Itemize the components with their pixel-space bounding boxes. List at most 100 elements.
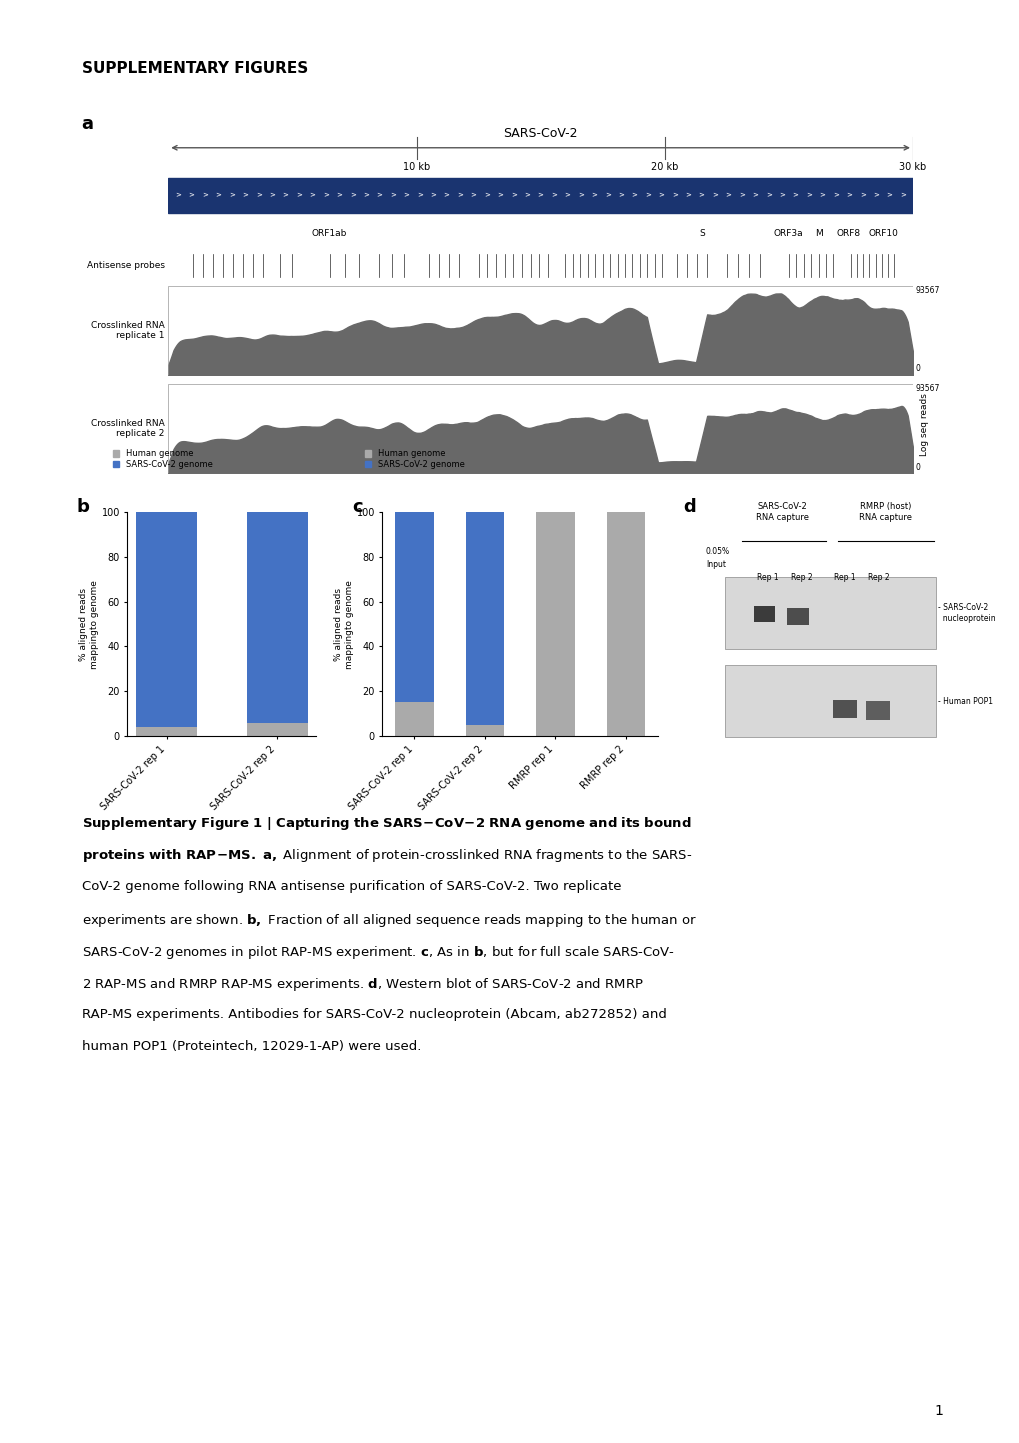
Bar	[465, 512, 503, 724]
Text: >: >	[443, 192, 449, 199]
Text: >: >	[350, 192, 356, 199]
Text: >: >	[430, 192, 436, 199]
Text: >: >	[805, 192, 811, 199]
Text: SARS-CoV-2: SARS-CoV-2	[502, 127, 578, 140]
Text: >: >	[215, 192, 221, 199]
Text: - SARS-CoV-2
  nucleoprotein: - SARS-CoV-2 nucleoprotein	[937, 603, 995, 622]
Text: >: >	[296, 192, 302, 199]
Legend: Human genome, SARS-CoV-2 genome: Human genome, SARS-CoV-2 genome	[113, 449, 213, 469]
Text: >: >	[376, 192, 382, 199]
Bar	[394, 512, 433, 703]
Text: d: d	[683, 498, 696, 515]
Bar	[536, 512, 575, 736]
Text: >: >	[591, 192, 597, 199]
Text: >: >	[363, 192, 369, 199]
Text: ORF1ab: ORF1ab	[312, 229, 347, 238]
Text: >: >	[457, 192, 463, 199]
Bar	[247, 723, 308, 736]
Bar	[136, 512, 197, 727]
Text: Rep 1: Rep 1	[834, 573, 855, 582]
Bar	[833, 700, 856, 719]
Text: >: >	[417, 192, 422, 199]
Text: >: >	[256, 192, 262, 199]
Text: >: >	[470, 192, 476, 199]
Text: >: >	[818, 192, 824, 199]
Text: $\mathbf{proteins\ with\ RAP\!-\!MS.}$ $\mathbf{a,}$ Alignment of protein-crossl: $\mathbf{proteins\ with\ RAP\!-\!MS.}$ $…	[82, 847, 692, 864]
Text: >: >	[631, 192, 637, 199]
Text: CoV-2 genome following RNA antisense purification of SARS-CoV-2. Two replicate: CoV-2 genome following RNA antisense pur…	[82, 880, 621, 893]
Text: >: >	[752, 192, 757, 199]
Text: >: >	[243, 192, 248, 199]
Text: 0: 0	[914, 463, 919, 472]
Text: c: c	[352, 498, 362, 515]
Text: Log seq reads: Log seq reads	[919, 392, 927, 456]
Text: SARS-CoV-2
RNA capture: SARS-CoV-2 RNA capture	[755, 502, 808, 521]
Text: 0: 0	[914, 365, 919, 374]
Text: >: >	[189, 192, 195, 199]
Text: human POP1 (Proteintech, 12029-1-AP) were used.: human POP1 (Proteintech, 12029-1-AP) wer…	[82, 1040, 421, 1053]
Text: >: >	[698, 192, 704, 199]
Bar	[865, 701, 890, 720]
Legend: Human genome, SARS-CoV-2 genome: Human genome, SARS-CoV-2 genome	[364, 449, 465, 469]
Text: >: >	[228, 192, 234, 199]
Text: Crosslinked RNA
replicate 1: Crosslinked RNA replicate 1	[91, 320, 164, 341]
Text: Rep 1: Rep 1	[756, 573, 779, 582]
Bar	[168, 286, 912, 375]
Text: >: >	[833, 192, 838, 199]
Text: >: >	[323, 192, 328, 199]
Bar	[394, 703, 433, 736]
Text: 93567: 93567	[914, 286, 938, 294]
Text: >: >	[644, 192, 650, 199]
Text: 93567: 93567	[914, 384, 938, 392]
Text: 2 RAP-MS and RMRP RAP-MS experiments. $\mathbf{d}$, Western blot of SARS-CoV-2 a: 2 RAP-MS and RMRP RAP-MS experiments. $\…	[82, 975, 643, 993]
Text: $\mathbf{Supplementary\ Figure\ 1\ |\ Capturing\ the\ SARS\!-\!CoV\!-\!2\ RNA\ g: $\mathbf{Supplementary\ Figure\ 1\ |\ Ca…	[82, 815, 691, 833]
Text: >: >	[658, 192, 663, 199]
Bar	[136, 727, 197, 736]
Text: >: >	[618, 192, 624, 199]
Bar	[725, 665, 935, 737]
Text: >: >	[497, 192, 502, 199]
Text: >: >	[725, 192, 731, 199]
Text: >: >	[859, 192, 865, 199]
Text: SARS-CoV-2 genomes in pilot RAP-MS experiment. $\mathbf{c}$, As in $\mathbf{b}$,: SARS-CoV-2 genomes in pilot RAP-MS exper…	[82, 944, 674, 961]
Text: >: >	[269, 192, 275, 199]
Text: 30 kb: 30 kb	[899, 162, 925, 172]
Text: >: >	[685, 192, 691, 199]
Text: RMRP (host)
RNA capture: RMRP (host) RNA capture	[858, 502, 911, 521]
Text: >: >	[483, 192, 489, 199]
Text: >: >	[309, 192, 315, 199]
Text: >: >	[872, 192, 878, 199]
Text: 1: 1	[933, 1404, 942, 1418]
Bar	[787, 608, 808, 625]
Text: ORF8: ORF8	[836, 229, 860, 238]
Bar	[753, 606, 774, 622]
Text: a: a	[82, 115, 94, 133]
Text: >: >	[886, 192, 892, 199]
Text: >: >	[779, 192, 785, 199]
Text: experiments are shown. $\mathbf{b,}$ Fraction of all aligned sequence reads mapp: experiments are shown. $\mathbf{b,}$ Fra…	[82, 912, 696, 929]
Text: >: >	[336, 192, 342, 199]
Text: >: >	[738, 192, 744, 199]
Text: 10 kb: 10 kb	[403, 162, 430, 172]
Text: >: >	[846, 192, 852, 199]
Text: >: >	[792, 192, 798, 199]
Bar	[247, 512, 308, 723]
Text: Input: Input	[705, 560, 726, 570]
Text: >: >	[404, 192, 409, 199]
Text: 0.05%: 0.05%	[705, 547, 730, 556]
Text: >: >	[511, 192, 517, 199]
Text: SUPPLEMENTARY FIGURES: SUPPLEMENTARY FIGURES	[82, 61, 308, 75]
Text: >: >	[765, 192, 771, 199]
Text: >: >	[604, 192, 610, 199]
Text: Rep 2: Rep 2	[867, 573, 889, 582]
Text: >: >	[537, 192, 543, 199]
Bar	[465, 724, 503, 736]
Text: S: S	[698, 229, 704, 238]
Text: Antisense probes: Antisense probes	[87, 261, 164, 270]
Text: Rep 2: Rep 2	[790, 573, 812, 582]
Bar	[168, 384, 912, 473]
Bar	[606, 512, 645, 736]
Text: >: >	[578, 192, 583, 199]
Bar	[725, 577, 935, 649]
Y-axis label: % aligned reads
mappingto genome: % aligned reads mappingto genome	[334, 580, 354, 668]
